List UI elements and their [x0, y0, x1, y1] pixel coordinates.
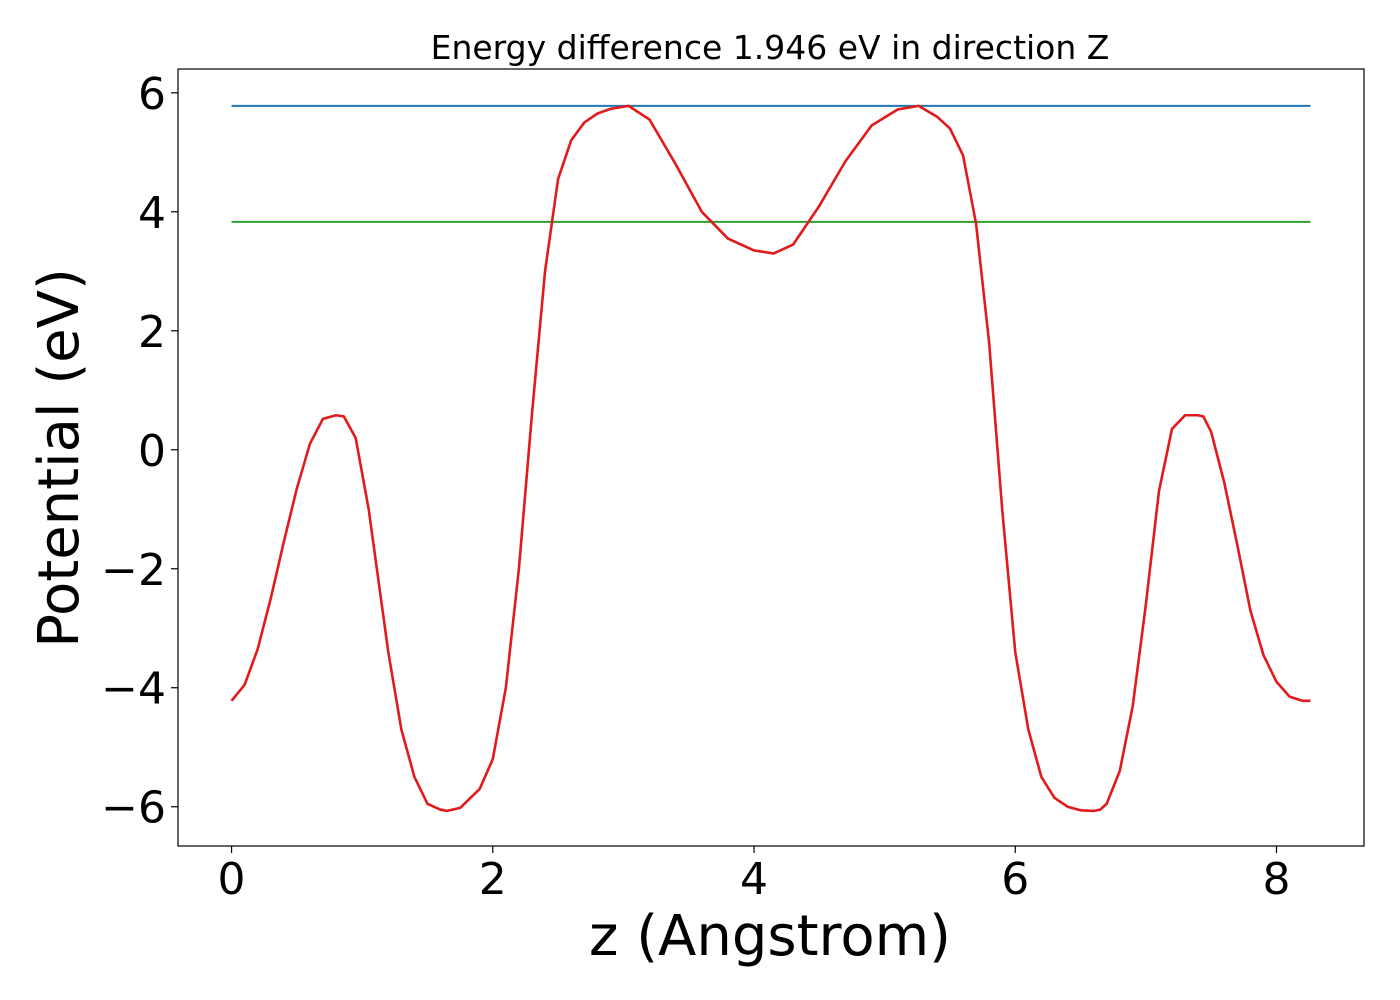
- x-tick-label: 6: [1001, 854, 1029, 905]
- y-tick-label: 4: [138, 188, 166, 239]
- y-tick-label: −2: [101, 545, 166, 596]
- y-tick-label: −4: [101, 664, 166, 715]
- chart-title: Energy difference 1.946 eV in direction …: [431, 28, 1110, 67]
- series-line-3: [230, 104, 1311, 813]
- x-axis-ticks: 0 2 4 6 8: [218, 846, 1290, 905]
- y-tick-label: 0: [138, 426, 166, 477]
- y-axis-ticks: −6 −4 −2 0 2 4 6: [101, 69, 178, 834]
- x-tick-label: 8: [1262, 854, 1290, 905]
- series-layer: [230, 104, 1311, 813]
- plot-area: [177, 68, 1365, 847]
- x-tick-label: 2: [479, 854, 507, 905]
- x-axis-label: z (Angstrom): [589, 904, 951, 969]
- y-tick-label: 6: [138, 69, 166, 120]
- x-tick-label: 4: [740, 854, 768, 905]
- y-tick-label: −6: [101, 783, 166, 834]
- x-tick-label: 0: [218, 854, 246, 905]
- axes-frame: [177, 68, 1365, 847]
- y-axis-label: Potential (eV): [27, 268, 92, 648]
- y-tick-label: 2: [138, 307, 166, 358]
